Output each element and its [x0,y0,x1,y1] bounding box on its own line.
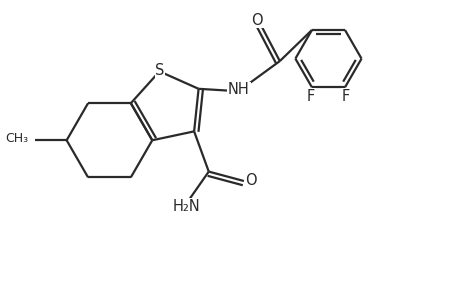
Text: F: F [341,88,349,104]
Text: F: F [306,88,314,104]
Text: O: O [251,13,262,28]
Text: O: O [245,172,257,188]
Text: H₂N: H₂N [173,199,201,214]
Text: S: S [155,63,164,78]
Text: CH₃: CH₃ [6,132,28,145]
Text: NH: NH [228,82,249,97]
